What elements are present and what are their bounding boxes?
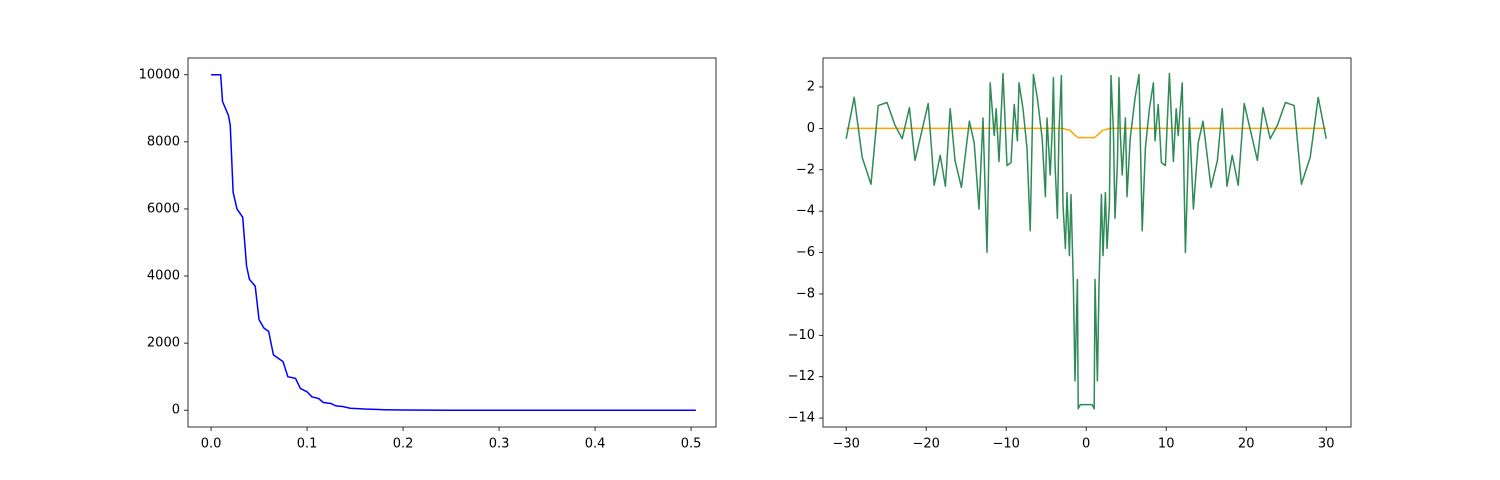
line [846,127,1327,139]
axes-frame [822,57,1352,428]
x-tick-label: −10 [992,437,1019,452]
y-tick-label: 2 [807,79,815,94]
x-tick-label: 0.2 [393,437,414,452]
axes-frame [187,57,717,428]
y-tick-label: −4 [796,204,815,219]
y-tick-label: −2 [796,162,815,177]
y-tick-label: −12 [788,369,815,384]
x-tick-label: 30 [1318,437,1335,452]
y-tick-label: 0 [172,403,180,418]
x-tick-label: 0 [1082,437,1090,452]
y-tick-label: 8000 [147,134,180,149]
x-tick-label: 0.4 [585,437,606,452]
y-tick-label: 0 [807,121,815,136]
x-tick-label: −30 [832,437,859,452]
x-tick-label: 0.3 [489,437,510,452]
y-tick-label: 10000 [139,67,180,82]
y-tick-label: 4000 [147,269,180,284]
x-tick-label: −20 [912,437,939,452]
line [845,72,1327,410]
y-tick-label: 6000 [147,201,180,216]
x-tick-label: 0.0 [201,437,222,452]
x-tick-label: 0.5 [681,437,702,452]
y-tick-label: −6 [796,245,815,260]
line [211,74,696,411]
y-tick-label: −14 [788,411,815,426]
y-tick-label: 2000 [147,336,180,351]
y-tick-label: −8 [796,286,815,301]
y-tick-label: −10 [788,328,815,343]
x-tick-label: 20 [1238,437,1255,452]
x-tick-label: 10 [1158,437,1175,452]
x-tick-label: 0.1 [297,437,318,452]
